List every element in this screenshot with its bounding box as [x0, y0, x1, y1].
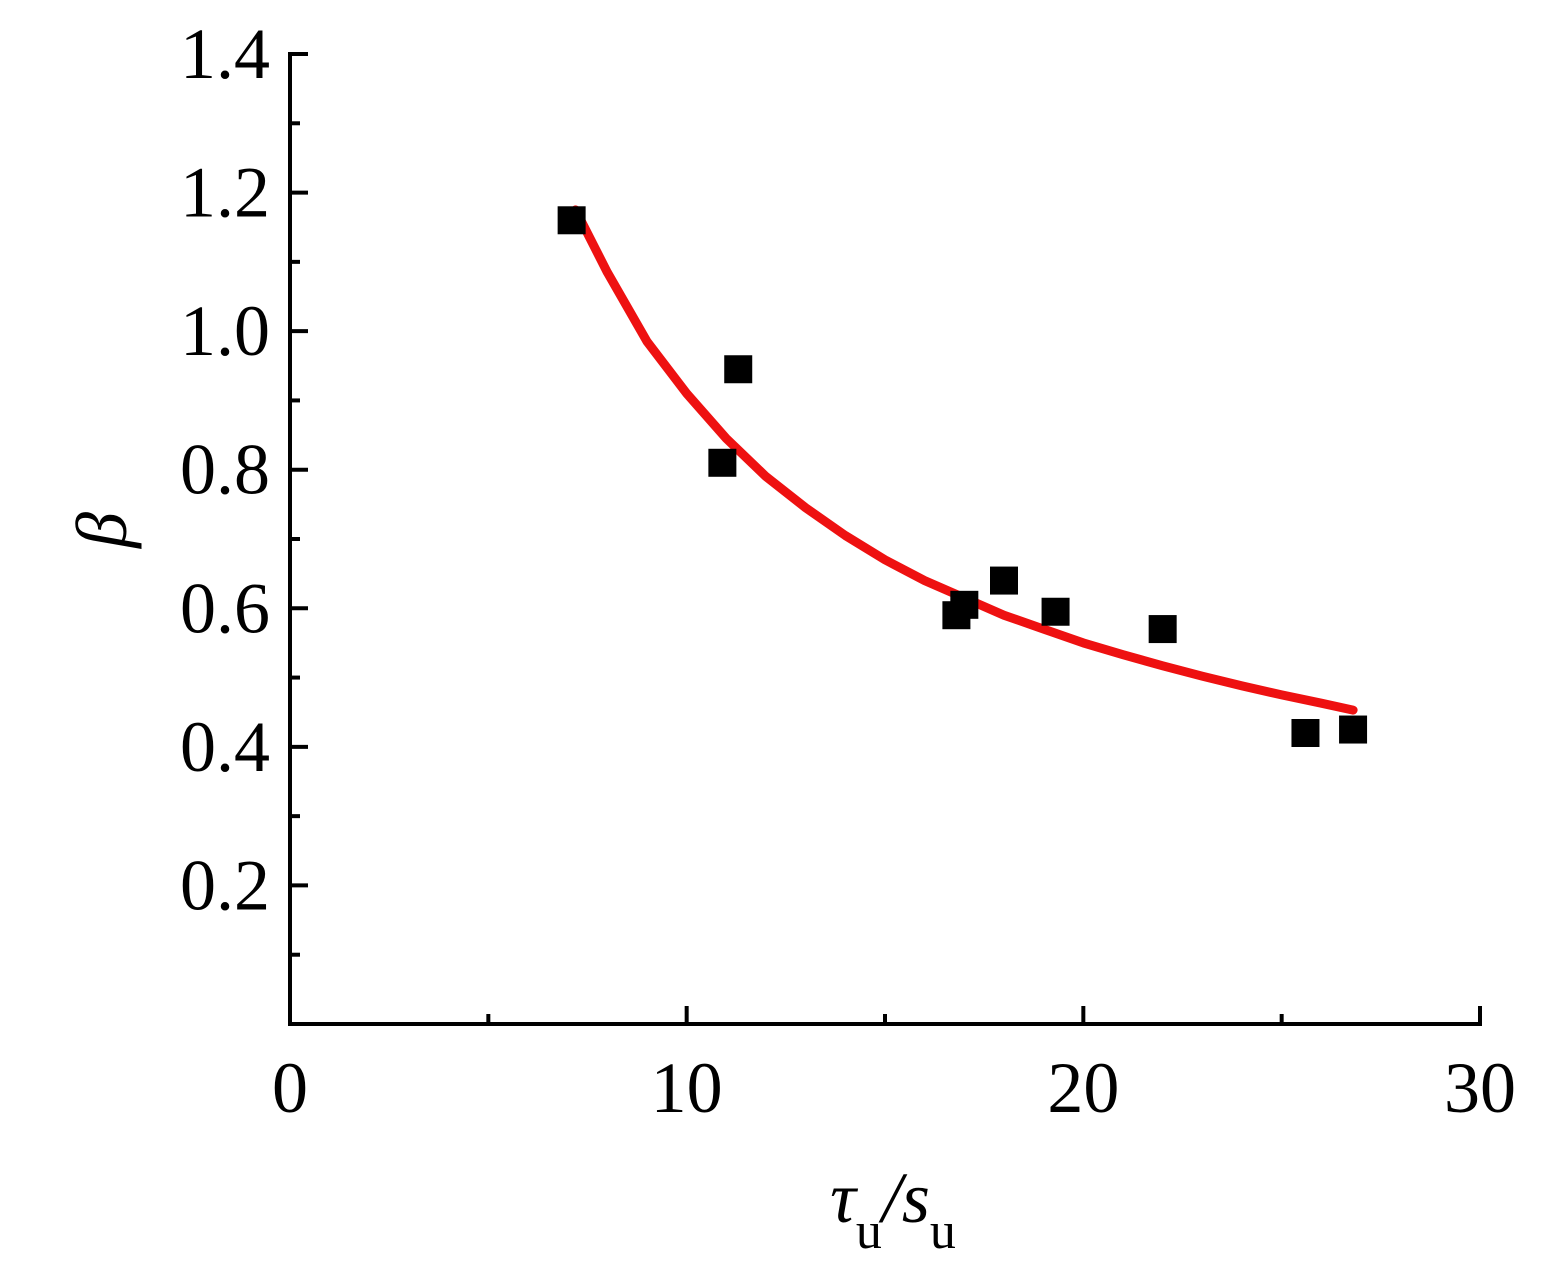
x-axis-label-part: τ [830, 1158, 858, 1238]
x-tick-label: 0 [272, 1048, 308, 1128]
y-axis-label: β [62, 512, 142, 550]
data-point [990, 566, 1018, 595]
x-tick-label: 10 [651, 1048, 723, 1128]
y-tick-label: 0.6 [180, 568, 270, 648]
tick-labels: 0 10 20 30 0.2 0.4 0.6 0.8 1.0 1.2 1.4 [180, 14, 1516, 1128]
y-tick-label: 1.0 [180, 291, 270, 371]
y-tick-label: 0.8 [180, 430, 270, 510]
x-axis-label: τu/su [830, 1158, 956, 1260]
data-points [557, 206, 1368, 747]
x-tick-label: 30 [1444, 1048, 1516, 1128]
data-point [1339, 715, 1368, 744]
axis-labels: τu/su β [62, 512, 956, 1260]
data-point [708, 448, 737, 477]
x-axis-label-subscript: u [856, 1203, 882, 1260]
y-tick-label: 1.4 [180, 14, 270, 94]
data-point [1148, 615, 1177, 644]
fit-curve-layer [571, 205, 1358, 715]
fit-curve [571, 205, 1358, 715]
ticks [288, 52, 1482, 1024]
axes [288, 52, 1482, 1026]
y-tick-label: 0.4 [180, 707, 270, 787]
data-point [1291, 719, 1320, 747]
y-tick-label: 1.2 [180, 153, 270, 233]
y-tick-label: 0.2 [180, 845, 270, 925]
x-axis-label-part: /s [878, 1158, 930, 1238]
data-point [950, 590, 979, 619]
data-point [1041, 597, 1070, 626]
data-point [557, 206, 586, 235]
x-tick-label: 20 [1047, 1048, 1119, 1128]
x-axis-label-subscript: u [930, 1203, 956, 1260]
data-point [724, 355, 753, 384]
